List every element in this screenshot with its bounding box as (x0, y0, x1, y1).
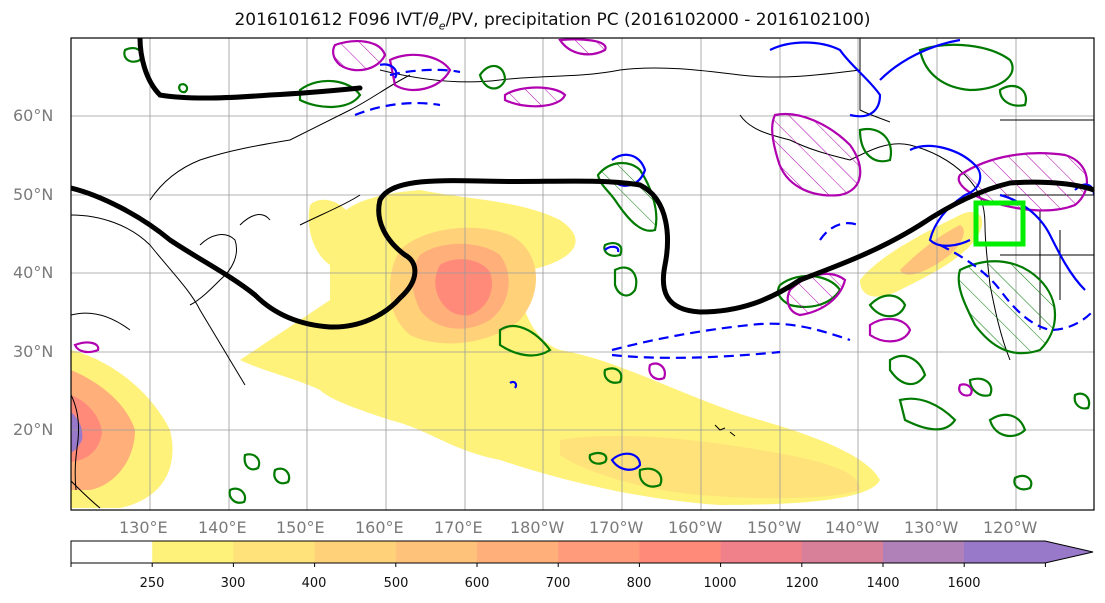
colorbar-segment (152, 541, 234, 563)
colorbar-segment (233, 541, 316, 563)
colorbar-segment (720, 541, 803, 563)
target-box-icon (973, 200, 1026, 247)
green-contours (123, 43, 1091, 504)
colorbar-segment (71, 541, 153, 563)
colorbar-segment (477, 541, 559, 563)
colorbar-segment (558, 541, 640, 563)
colorbar-tick-label: 800 (626, 576, 652, 591)
lon-label: 130°W (904, 518, 959, 537)
theta-e-contour (71, 38, 1094, 330)
ivt-shading (71, 190, 983, 508)
title-theta: θ (428, 10, 439, 30)
coastlines (71, 38, 1094, 509)
lon-label: 170°E (434, 518, 483, 537)
colorbar-segment (801, 541, 884, 563)
lon-label: 160°W (668, 518, 723, 537)
lon-label: 160°E (355, 518, 404, 537)
lon-label: 120°W (983, 518, 1038, 537)
colorbar-outline (70, 540, 1094, 564)
lat-label: 50°N (13, 185, 54, 204)
colorbar-tick-label: 300 (220, 576, 246, 591)
lat-label: 30°N (13, 342, 54, 361)
colorbar-tick-label: 400 (301, 576, 327, 591)
colorbar-tick-label: 700 (545, 576, 571, 591)
colorbar-tick-label: 1600 (947, 576, 981, 591)
colorbar-tick-label: 1400 (866, 576, 900, 591)
map-title: 2016101612 F096 IVT/θe/PV, precipitation… (0, 10, 1105, 32)
colorbar (70, 540, 1094, 567)
colorbar-tick-label: 1000 (703, 576, 737, 591)
lon-label: 150°E (276, 518, 325, 537)
colorbar-tick-label: 250 (139, 576, 165, 591)
pv-dashed-contours (354, 68, 1094, 359)
colorbar-extend-arrow (964, 541, 1093, 563)
colorbar-segment (395, 541, 478, 563)
lon-label: 170°W (589, 518, 644, 537)
colorbar-tick-label: 1200 (785, 576, 819, 591)
lat-label: 20°N (13, 420, 54, 439)
title-prefix: 2016101612 F096 IVT/ (234, 10, 429, 30)
colorbar-segment (883, 541, 965, 563)
lon-label: 150°W (747, 518, 802, 537)
title-theta-sub: e (438, 19, 446, 33)
lon-label: 140°W (825, 518, 880, 537)
graticule (71, 38, 1094, 510)
lon-label: 140°E (198, 518, 247, 537)
lat-label: 60°N (13, 106, 54, 125)
lon-label: 130°E (119, 518, 168, 537)
colorbar-tick-label: 600 (464, 576, 490, 591)
lon-label: 180°W (510, 518, 565, 537)
lat-label: 40°N (13, 263, 54, 282)
colorbar-tick-label: 500 (383, 576, 409, 591)
colorbar-segment (639, 541, 722, 563)
title-suffix: /PV, precipitation PC (2016102000 - 2016… (445, 10, 871, 30)
colorbar-segment (314, 541, 397, 563)
